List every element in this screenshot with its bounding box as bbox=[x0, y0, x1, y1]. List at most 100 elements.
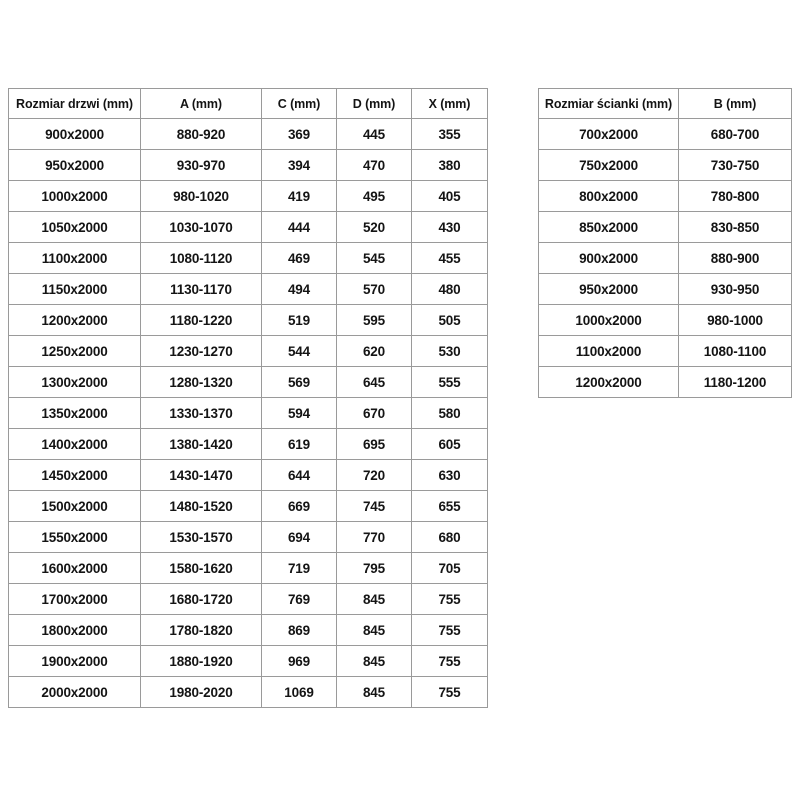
table-row: 1200x2000 1180-1220 519 595 505 bbox=[8, 304, 488, 336]
cell-b: 880-900 bbox=[678, 242, 792, 274]
cell-wall-size: 1000x2000 bbox=[538, 304, 679, 336]
cell-a: 930-970 bbox=[140, 149, 262, 181]
cell-c: 544 bbox=[261, 335, 337, 367]
cell-door-size: 1550x2000 bbox=[8, 521, 141, 553]
cell-a: 1080-1120 bbox=[140, 242, 262, 274]
table-row: 800x2000 780-800 bbox=[538, 180, 792, 212]
cell-x: 755 bbox=[411, 583, 488, 615]
cell-wall-size: 800x2000 bbox=[538, 180, 679, 212]
cell-x: 680 bbox=[411, 521, 488, 553]
cell-c: 694 bbox=[261, 521, 337, 553]
table-row: 1900x2000 1880-1920 969 845 755 bbox=[8, 645, 488, 677]
cell-door-size: 1500x2000 bbox=[8, 490, 141, 522]
cell-x: 530 bbox=[411, 335, 488, 367]
cell-d: 470 bbox=[336, 149, 412, 181]
cell-d: 495 bbox=[336, 180, 412, 212]
cell-a: 980-1020 bbox=[140, 180, 262, 212]
cell-x: 480 bbox=[411, 273, 488, 305]
cell-a: 1230-1270 bbox=[140, 335, 262, 367]
cell-b: 1180-1200 bbox=[678, 366, 792, 398]
cell-door-size: 1450x2000 bbox=[8, 459, 141, 491]
cell-b: 1080-1100 bbox=[678, 335, 792, 367]
cell-a: 1430-1470 bbox=[140, 459, 262, 491]
table-row: 1150x2000 1130-1170 494 570 480 bbox=[8, 273, 488, 305]
cell-c: 669 bbox=[261, 490, 337, 522]
cell-a: 1780-1820 bbox=[140, 614, 262, 646]
cell-d: 845 bbox=[336, 645, 412, 677]
table-row: 1550x2000 1530-1570 694 770 680 bbox=[8, 521, 488, 553]
cell-door-size: 1350x2000 bbox=[8, 397, 141, 429]
cell-b: 780-800 bbox=[678, 180, 792, 212]
cell-x: 380 bbox=[411, 149, 488, 181]
cell-c: 444 bbox=[261, 211, 337, 243]
cell-x: 755 bbox=[411, 645, 488, 677]
cell-d: 845 bbox=[336, 614, 412, 646]
cell-c: 419 bbox=[261, 180, 337, 212]
cell-door-size: 1150x2000 bbox=[8, 273, 141, 305]
table-row: 1250x2000 1230-1270 544 620 530 bbox=[8, 335, 488, 367]
cell-a: 1280-1320 bbox=[140, 366, 262, 398]
cell-b: 980-1000 bbox=[678, 304, 792, 336]
table-row: 1050x2000 1030-1070 444 520 430 bbox=[8, 211, 488, 243]
table-row: 1500x2000 1480-1520 669 745 655 bbox=[8, 490, 488, 522]
cell-c: 969 bbox=[261, 645, 337, 677]
cell-d: 520 bbox=[336, 211, 412, 243]
table-row: 950x2000 930-970 394 470 380 bbox=[8, 149, 488, 181]
cell-x: 755 bbox=[411, 614, 488, 646]
cell-c: 1069 bbox=[261, 676, 337, 708]
cell-d: 545 bbox=[336, 242, 412, 274]
cell-wall-size: 1200x2000 bbox=[538, 366, 679, 398]
cell-wall-size: 900x2000 bbox=[538, 242, 679, 274]
cell-a: 1880-1920 bbox=[140, 645, 262, 677]
cell-x: 705 bbox=[411, 552, 488, 584]
column-header-x: X (mm) bbox=[411, 88, 488, 119]
cell-x: 605 bbox=[411, 428, 488, 460]
cell-x: 555 bbox=[411, 366, 488, 398]
column-header-c: C (mm) bbox=[261, 88, 337, 119]
cell-c: 594 bbox=[261, 397, 337, 429]
cell-b: 680-700 bbox=[678, 118, 792, 150]
table-row: 1300x2000 1280-1320 569 645 555 bbox=[8, 366, 488, 398]
cell-d: 720 bbox=[336, 459, 412, 491]
table-row: 1000x2000 980-1020 419 495 405 bbox=[8, 180, 488, 212]
cell-d: 595 bbox=[336, 304, 412, 336]
table-row: 1200x2000 1180-1200 bbox=[538, 366, 792, 398]
cell-c: 619 bbox=[261, 428, 337, 460]
table-row: 900x2000 880-920 369 445 355 bbox=[8, 118, 488, 150]
cell-d: 745 bbox=[336, 490, 412, 522]
cell-wall-size: 700x2000 bbox=[538, 118, 679, 150]
cell-a: 1680-1720 bbox=[140, 583, 262, 615]
cell-d: 645 bbox=[336, 366, 412, 398]
column-header-a: A (mm) bbox=[140, 88, 262, 119]
cell-x: 755 bbox=[411, 676, 488, 708]
cell-c: 394 bbox=[261, 149, 337, 181]
cell-d: 845 bbox=[336, 583, 412, 615]
cell-door-size: 1700x2000 bbox=[8, 583, 141, 615]
cell-x: 505 bbox=[411, 304, 488, 336]
cell-c: 569 bbox=[261, 366, 337, 398]
cell-a: 880-920 bbox=[140, 118, 262, 150]
cell-x: 355 bbox=[411, 118, 488, 150]
cell-door-size: 1100x2000 bbox=[8, 242, 141, 274]
cell-c: 369 bbox=[261, 118, 337, 150]
cell-b: 730-750 bbox=[678, 149, 792, 181]
table-row: 1600x2000 1580-1620 719 795 705 bbox=[8, 552, 488, 584]
column-header-wall-size: Rozmiar ścianki (mm) bbox=[538, 88, 679, 119]
cell-a: 1330-1370 bbox=[140, 397, 262, 429]
cell-door-size: 900x2000 bbox=[8, 118, 141, 150]
table-row: 1000x2000 980-1000 bbox=[538, 304, 792, 336]
cell-wall-size: 750x2000 bbox=[538, 149, 679, 181]
table-row: 1400x2000 1380-1420 619 695 605 bbox=[8, 428, 488, 460]
cell-d: 845 bbox=[336, 676, 412, 708]
table-row: 1800x2000 1780-1820 869 845 755 bbox=[8, 614, 488, 646]
wall-panel-size-table: Rozmiar ścianki (mm) B (mm) 700x2000 680-… bbox=[538, 88, 792, 398]
cell-c: 469 bbox=[261, 242, 337, 274]
cell-d: 795 bbox=[336, 552, 412, 584]
cell-a: 1180-1220 bbox=[140, 304, 262, 336]
cell-a: 1130-1170 bbox=[140, 273, 262, 305]
cell-a: 1530-1570 bbox=[140, 521, 262, 553]
cell-c: 869 bbox=[261, 614, 337, 646]
cell-a: 1480-1520 bbox=[140, 490, 262, 522]
cell-wall-size: 1100x2000 bbox=[538, 335, 679, 367]
cell-c: 644 bbox=[261, 459, 337, 491]
